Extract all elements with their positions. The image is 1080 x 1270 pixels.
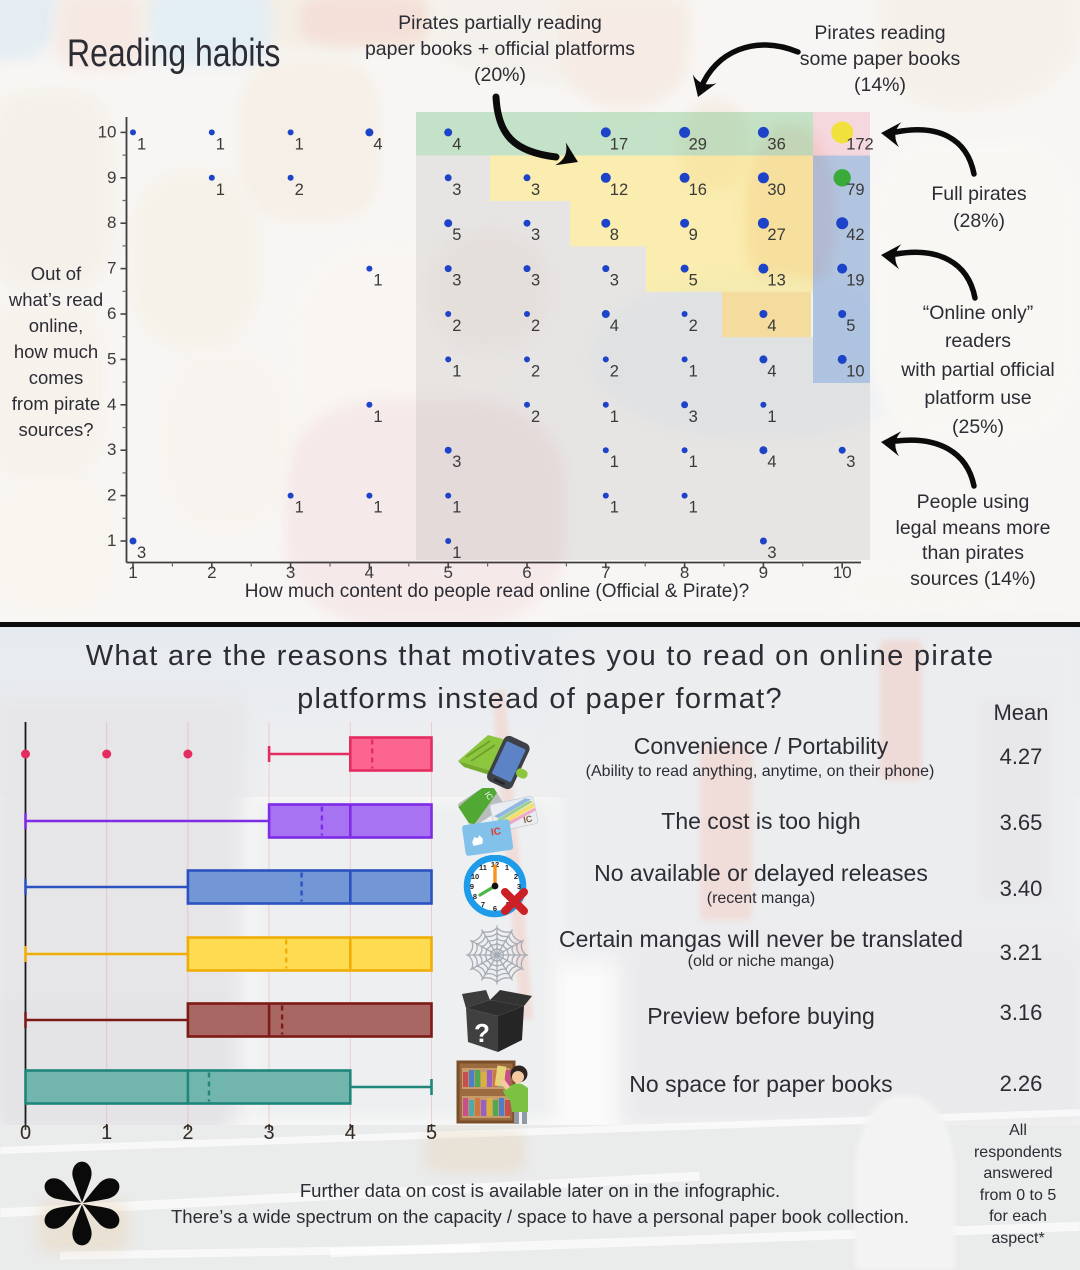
svg-text:4: 4 bbox=[107, 395, 116, 414]
svg-text:3: 3 bbox=[137, 544, 146, 562]
svg-text:7: 7 bbox=[601, 563, 610, 582]
svg-text:6: 6 bbox=[493, 904, 497, 913]
svg-text:9: 9 bbox=[470, 882, 474, 891]
svg-text:1: 1 bbox=[373, 408, 382, 426]
svg-text:1: 1 bbox=[216, 135, 225, 153]
svg-text:3: 3 bbox=[767, 544, 776, 562]
svg-text:10: 10 bbox=[833, 563, 852, 582]
svg-text:2: 2 bbox=[295, 181, 304, 199]
svg-text:9: 9 bbox=[689, 226, 698, 244]
svg-text:2: 2 bbox=[207, 563, 216, 582]
svg-text:3: 3 bbox=[531, 181, 540, 199]
svg-text:4: 4 bbox=[767, 317, 776, 335]
svg-text:1: 1 bbox=[101, 1122, 112, 1144]
svg-text:9: 9 bbox=[759, 563, 768, 582]
svg-text:1: 1 bbox=[610, 499, 619, 517]
svg-text:1: 1 bbox=[452, 499, 461, 517]
svg-text:172: 172 bbox=[846, 135, 874, 153]
svg-text:1: 1 bbox=[373, 499, 382, 517]
svg-text:30: 30 bbox=[767, 181, 785, 199]
svg-text:8: 8 bbox=[610, 226, 619, 244]
svg-text:1: 1 bbox=[137, 135, 146, 153]
svg-text:36: 36 bbox=[767, 135, 785, 153]
svg-text:1: 1 bbox=[689, 499, 698, 517]
svg-text:4: 4 bbox=[345, 1122, 356, 1144]
svg-text:1: 1 bbox=[452, 362, 461, 380]
svg-text:4: 4 bbox=[373, 135, 382, 153]
svg-text:13: 13 bbox=[767, 272, 785, 290]
svg-text:1: 1 bbox=[689, 453, 698, 471]
svg-text:17: 17 bbox=[610, 135, 628, 153]
svg-text:1: 1 bbox=[610, 408, 619, 426]
svg-text:?: ? bbox=[474, 1018, 490, 1048]
svg-text:5: 5 bbox=[846, 317, 855, 335]
svg-text:42: 42 bbox=[846, 226, 864, 244]
svg-text:5: 5 bbox=[426, 1122, 437, 1144]
svg-text:5: 5 bbox=[107, 349, 116, 368]
svg-text:10: 10 bbox=[98, 122, 117, 141]
svg-text:11: 11 bbox=[479, 863, 487, 872]
svg-text:2: 2 bbox=[610, 362, 619, 380]
svg-text:1: 1 bbox=[689, 362, 698, 380]
svg-text:3: 3 bbox=[452, 272, 461, 290]
svg-text:5: 5 bbox=[452, 226, 461, 244]
svg-text:16: 16 bbox=[689, 181, 707, 199]
svg-text:7: 7 bbox=[481, 900, 485, 909]
svg-text:4: 4 bbox=[767, 362, 776, 380]
svg-text:1: 1 bbox=[767, 408, 776, 426]
svg-text:6: 6 bbox=[107, 304, 116, 323]
svg-text:2: 2 bbox=[182, 1122, 193, 1144]
svg-text:8: 8 bbox=[107, 213, 116, 232]
svg-text:1: 1 bbox=[295, 499, 304, 517]
svg-text:9: 9 bbox=[107, 168, 116, 187]
svg-text:4: 4 bbox=[610, 317, 619, 335]
svg-text:4: 4 bbox=[452, 135, 461, 153]
svg-text:4: 4 bbox=[767, 453, 776, 471]
svg-text:2: 2 bbox=[531, 317, 540, 335]
svg-text:1: 1 bbox=[505, 863, 509, 872]
svg-text:3: 3 bbox=[264, 1122, 275, 1144]
svg-text:2: 2 bbox=[452, 317, 461, 335]
svg-text:3: 3 bbox=[531, 226, 540, 244]
svg-text:2: 2 bbox=[107, 486, 116, 505]
svg-text:12: 12 bbox=[610, 181, 628, 199]
svg-text:8: 8 bbox=[680, 563, 689, 582]
svg-text:1: 1 bbox=[373, 272, 382, 290]
svg-text:4: 4 bbox=[365, 563, 374, 582]
svg-text:2: 2 bbox=[531, 408, 540, 426]
svg-text:29: 29 bbox=[689, 135, 707, 153]
svg-text:6: 6 bbox=[522, 563, 531, 582]
svg-text:3: 3 bbox=[689, 408, 698, 426]
svg-text:19: 19 bbox=[846, 272, 864, 290]
svg-text:5: 5 bbox=[689, 272, 698, 290]
svg-text:1: 1 bbox=[216, 181, 225, 199]
svg-text:27: 27 bbox=[767, 226, 785, 244]
svg-text:3: 3 bbox=[517, 882, 521, 891]
svg-text:5: 5 bbox=[443, 563, 452, 582]
svg-text:2: 2 bbox=[514, 872, 518, 881]
svg-text:2: 2 bbox=[689, 317, 698, 335]
svg-text:2: 2 bbox=[531, 362, 540, 380]
svg-text:IC: IC bbox=[483, 790, 495, 802]
svg-text:IC: IC bbox=[522, 813, 533, 825]
svg-text:0: 0 bbox=[20, 1122, 31, 1144]
svg-text:1: 1 bbox=[107, 531, 116, 550]
svg-text:10: 10 bbox=[846, 362, 864, 380]
svg-text:3: 3 bbox=[452, 181, 461, 199]
svg-text:3: 3 bbox=[107, 440, 116, 459]
svg-text:10: 10 bbox=[471, 872, 479, 881]
svg-text:1: 1 bbox=[452, 544, 461, 562]
svg-text:1: 1 bbox=[128, 563, 137, 582]
svg-text:1: 1 bbox=[295, 135, 304, 153]
svg-text:3: 3 bbox=[452, 453, 461, 471]
svg-text:8: 8 bbox=[473, 892, 477, 901]
svg-text:3: 3 bbox=[846, 453, 855, 471]
svg-text:3: 3 bbox=[286, 563, 295, 582]
svg-text:3: 3 bbox=[531, 272, 540, 290]
svg-text:IC: IC bbox=[490, 826, 501, 838]
svg-text:79: 79 bbox=[846, 181, 864, 199]
svg-text:3: 3 bbox=[610, 272, 619, 290]
svg-text:7: 7 bbox=[107, 259, 116, 278]
svg-text:1: 1 bbox=[610, 453, 619, 471]
